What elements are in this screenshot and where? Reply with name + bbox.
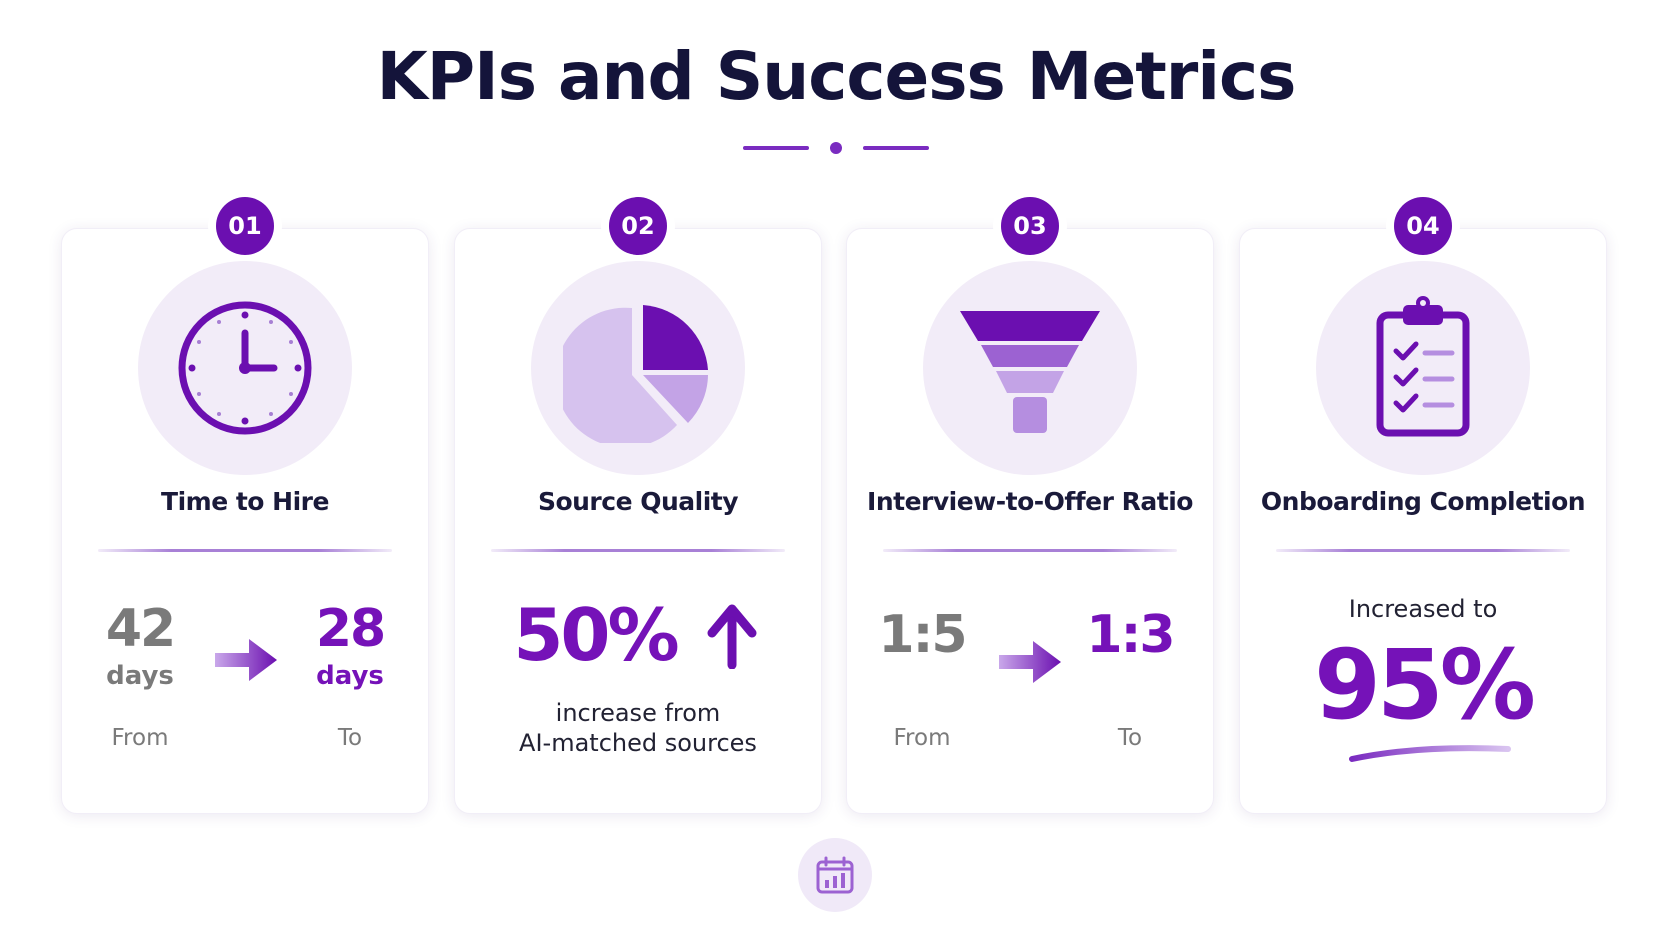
from-unit: days xyxy=(106,661,174,691)
card-number-badge: 03 xyxy=(1001,197,1059,255)
card-title: Source Quality xyxy=(537,487,739,516)
kpi-card-time-to-hire: 01 Time to Hire 42 days xyxy=(61,197,429,814)
kpi-card-source-quality: 02 Source Quality 50% increase from AI-m… xyxy=(454,197,822,814)
footer-dotted-line-right xyxy=(899,873,1467,877)
card-title: Time to Hire xyxy=(161,487,329,516)
calendar-chart-icon xyxy=(798,838,872,912)
card-number-badge: 04 xyxy=(1394,197,1452,255)
pie-chart-icon xyxy=(531,261,745,475)
card-number-badge: 02 xyxy=(609,197,667,255)
page-title: KPIs and Success Metrics xyxy=(376,38,1297,115)
arrow-right-icon xyxy=(999,641,1061,683)
to-value: 28 xyxy=(315,599,386,659)
arrow-right-icon xyxy=(215,639,277,681)
from-label: From xyxy=(893,725,951,751)
kpi-caption: Increased to xyxy=(1348,595,1498,623)
kpi-card-onboarding-completion: 04 Onboarding Completion Increased to 95… xyxy=(1239,197,1607,814)
funnel-icon xyxy=(923,261,1137,475)
from-value: 42 xyxy=(105,599,176,659)
kpi-card-interview-to-offer-ratio: 03 Interview-to-Offer Ratio 1:5 1:3 From… xyxy=(846,197,1214,814)
card-divider xyxy=(98,549,392,552)
card-title: Interview-to-Offer Ratio xyxy=(867,487,1193,516)
to-value: 1:3 xyxy=(1086,605,1175,665)
clock-icon xyxy=(138,261,352,475)
value-underline-swoosh xyxy=(1349,745,1511,762)
card-divider xyxy=(1276,549,1570,552)
footer-dotted-line-left xyxy=(185,873,773,877)
kpi-value: 50% xyxy=(513,593,679,677)
to-unit: days xyxy=(316,661,384,691)
card-divider xyxy=(491,549,785,552)
from-value: 1:5 xyxy=(878,605,967,665)
card-divider xyxy=(883,549,1177,552)
title-underline-decoration xyxy=(743,142,929,154)
from-label: From xyxy=(111,725,169,751)
card-title: Onboarding Completion xyxy=(1260,487,1586,516)
to-label: To xyxy=(337,725,363,751)
arrow-up-icon xyxy=(707,604,757,669)
to-label: To xyxy=(1117,725,1143,751)
clipboard-checklist-icon xyxy=(1316,261,1530,475)
kpi-description-line-1: increase from xyxy=(555,699,721,727)
card-number-badge: 01 xyxy=(216,197,274,255)
kpi-description-line-2: AI-matched sources xyxy=(519,729,757,757)
kpi-value: 95% xyxy=(1314,629,1536,741)
